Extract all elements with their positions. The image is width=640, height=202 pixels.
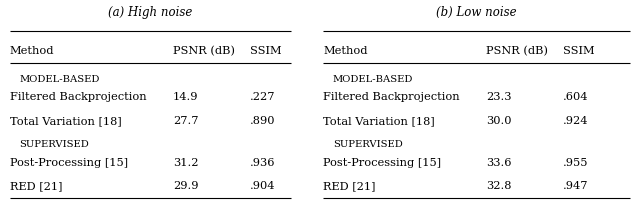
Text: .227: .227 <box>250 92 275 102</box>
Text: .955: .955 <box>563 157 589 167</box>
Text: 33.6: 33.6 <box>486 157 512 167</box>
Text: (a) High noise: (a) High noise <box>108 6 193 19</box>
Text: Total Variation [18]: Total Variation [18] <box>323 116 435 126</box>
Text: SUPERVISED: SUPERVISED <box>333 140 403 148</box>
Text: .936: .936 <box>250 157 275 167</box>
Text: MODEL-BASED: MODEL-BASED <box>333 75 413 84</box>
Text: Total Variation [18]: Total Variation [18] <box>10 116 122 126</box>
Text: .904: .904 <box>250 181 275 190</box>
Text: 14.9: 14.9 <box>173 92 198 102</box>
Text: 29.9: 29.9 <box>173 181 198 190</box>
Text: SSIM: SSIM <box>563 45 595 55</box>
Text: MODEL-BASED: MODEL-BASED <box>19 75 100 84</box>
Text: (b) Low noise: (b) Low noise <box>436 6 517 19</box>
Text: RED [21]: RED [21] <box>10 181 62 190</box>
Text: 27.7: 27.7 <box>173 116 198 126</box>
Text: PSNR (dB): PSNR (dB) <box>486 45 548 56</box>
Text: .604: .604 <box>563 92 589 102</box>
Text: Filtered Backprojection: Filtered Backprojection <box>323 92 460 102</box>
Text: RED [21]: RED [21] <box>323 181 376 190</box>
Text: 23.3: 23.3 <box>486 92 512 102</box>
Text: Post-Processing [15]: Post-Processing [15] <box>10 157 128 167</box>
Text: Post-Processing [15]: Post-Processing [15] <box>323 157 442 167</box>
Text: Filtered Backprojection: Filtered Backprojection <box>10 92 146 102</box>
Text: SSIM: SSIM <box>250 45 281 55</box>
Text: .890: .890 <box>250 116 275 126</box>
Text: .924: .924 <box>563 116 589 126</box>
Text: 32.8: 32.8 <box>486 181 512 190</box>
Text: Method: Method <box>10 45 54 55</box>
Text: 31.2: 31.2 <box>173 157 198 167</box>
Text: PSNR (dB): PSNR (dB) <box>173 45 235 56</box>
Text: .947: .947 <box>563 181 589 190</box>
Text: 30.0: 30.0 <box>486 116 512 126</box>
Text: SUPERVISED: SUPERVISED <box>19 140 89 148</box>
Text: Method: Method <box>323 45 368 55</box>
